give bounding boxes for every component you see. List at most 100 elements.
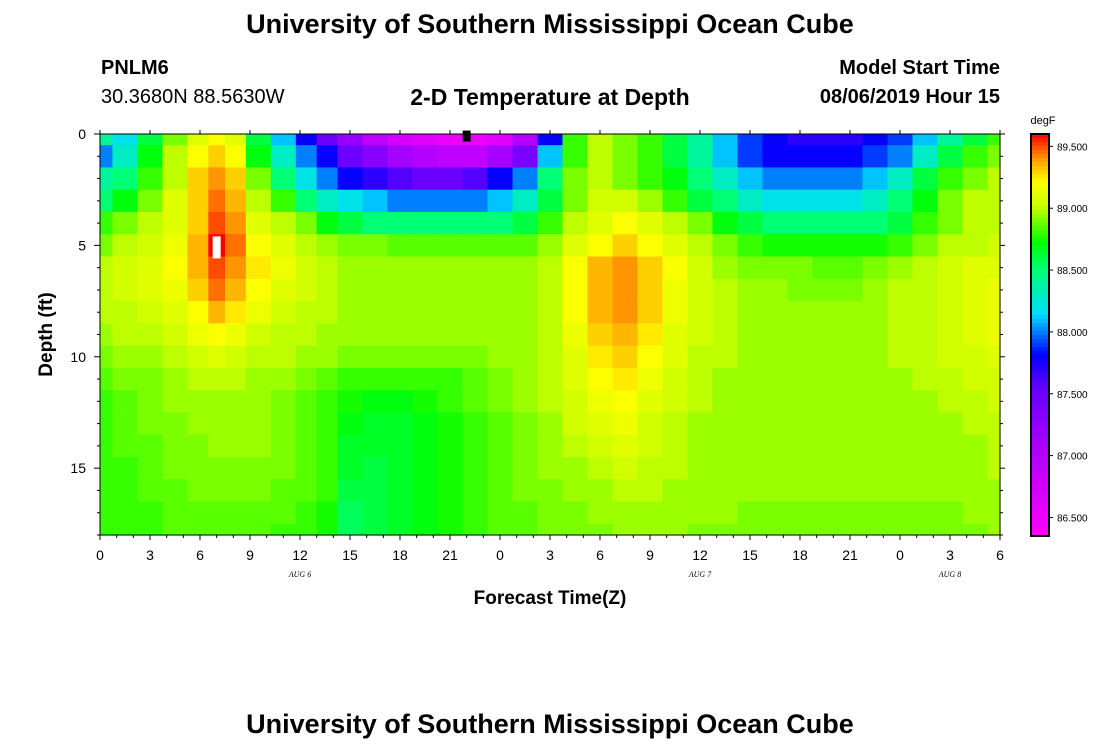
heatmap-cell [270, 278, 297, 302]
colorbar-band [1031, 351, 1049, 356]
heatmap-cell [587, 301, 614, 324]
colorbar-band [1031, 310, 1049, 316]
colorbar-band [1031, 439, 1049, 445]
heatmap-cell [387, 523, 414, 536]
heatmap-cell [100, 501, 114, 525]
heatmap-cell [387, 345, 414, 369]
heatmap-cell [337, 412, 364, 436]
heatmap-cell [712, 256, 739, 280]
heatmap-cell [512, 278, 539, 302]
colorbar-band [1031, 471, 1049, 477]
colorbar-band [1031, 198, 1049, 203]
heatmap-cell [162, 367, 189, 391]
heatmap-cell [487, 301, 514, 324]
heatmap-cell [987, 412, 1001, 436]
heatmap-cell [762, 189, 789, 213]
colorbar-band [1031, 246, 1049, 252]
heatmap-cell [487, 189, 514, 213]
heatmap-cell [837, 390, 864, 414]
heatmap-cell [208, 412, 226, 436]
heatmap-cell [162, 457, 189, 480]
heatmap-cell [562, 479, 589, 503]
heatmap-cell [162, 134, 189, 146]
heatmap-cell [937, 457, 964, 480]
heatmap-cell [387, 256, 414, 280]
heatmap-cell [295, 256, 318, 280]
colorbar-band [1031, 339, 1049, 344]
colorbar-band [1031, 395, 1049, 400]
heatmap-cell [187, 479, 209, 503]
heatmap-cell [316, 301, 339, 324]
heatmap-cell [537, 145, 564, 169]
heatmap-cell [208, 167, 226, 191]
heatmap-cell [295, 234, 318, 258]
heatmap-cell [762, 523, 789, 536]
colorbar-band [1031, 507, 1049, 513]
heatmap-cell [762, 479, 789, 503]
heatmap-cell [537, 479, 564, 503]
heatmap-cell [512, 523, 539, 536]
heatmap-cell [412, 367, 439, 391]
heatmap-cell [112, 367, 139, 391]
heatmap-cell [187, 256, 209, 280]
heatmap-cell [412, 523, 439, 536]
heatmap-cell [987, 256, 1001, 280]
heatmap-cell [316, 256, 339, 280]
heatmap-cell [812, 390, 839, 414]
heatmap-cell [337, 323, 364, 347]
heatmap-cell [562, 167, 589, 191]
heatmap-cell [787, 501, 814, 525]
colorbar-band [1031, 423, 1049, 429]
heatmap-cell [962, 189, 989, 213]
colorbar-band [1031, 298, 1049, 304]
heatmap-cell [270, 412, 297, 436]
heatmap-cell [637, 189, 664, 213]
heatmap-cell [962, 278, 989, 302]
heatmap-cell [187, 412, 209, 436]
heatmap-cell [270, 167, 297, 191]
heatmap-cell [412, 234, 439, 258]
heatmap-cell [887, 501, 914, 525]
heatmap-cell [737, 234, 764, 258]
heatmap-cell [737, 367, 764, 391]
colorbar-band [1031, 134, 1049, 139]
colorbar-band [1031, 383, 1049, 388]
heatmap-cell [462, 457, 489, 480]
heatmap-cell [295, 278, 318, 302]
heatmap-cell [162, 412, 189, 436]
heatmap-cell [162, 278, 189, 302]
heatmap-cell [537, 234, 564, 258]
heatmap-cell [537, 189, 564, 213]
heatmap-cell [362, 189, 389, 213]
heatmap-cell [162, 523, 189, 536]
heatmap-cell [862, 278, 889, 302]
heatmap-cell [537, 167, 564, 191]
heatmap-cell [362, 256, 389, 280]
heatmap-cell [412, 256, 439, 280]
x-tick-label: 0 [96, 547, 104, 563]
heatmap-cell [962, 523, 989, 536]
heatmap-cell [162, 167, 189, 191]
heatmap-cell [837, 501, 864, 525]
heatmap-cell [812, 278, 839, 302]
heatmap-cell [812, 345, 839, 369]
heatmap-cell [787, 345, 814, 369]
heatmap-cell [337, 390, 364, 414]
heatmap-cell [537, 301, 564, 324]
heatmap-cell [487, 167, 514, 191]
heatmap-cell [912, 501, 939, 525]
colorbar-band [1031, 371, 1049, 376]
heatmap-cell [587, 145, 614, 169]
heatmap-cell [687, 145, 714, 169]
heatmap-cell [912, 479, 939, 503]
heatmap-cell [162, 301, 189, 324]
colorbar-band [1031, 270, 1049, 276]
heatmap-cell [812, 367, 839, 391]
heatmap-cell [712, 167, 739, 191]
heatmap-cell [387, 412, 414, 436]
heatmap-cell [245, 323, 272, 347]
heatmap-cell [112, 167, 139, 191]
heatmap-cell [208, 457, 226, 480]
heatmap-cell [937, 479, 964, 503]
colorbar-tick-label: 88.500 [1057, 266, 1088, 277]
